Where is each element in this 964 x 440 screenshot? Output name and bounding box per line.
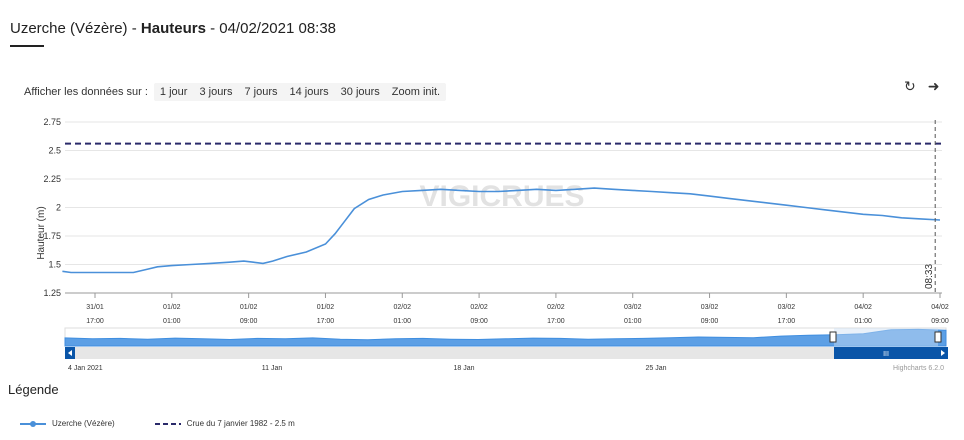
x-tick-date-9: 03/02 [778,304,796,311]
x-tick-time-0: 17:00 [86,318,104,325]
range-button-1-day[interactable]: 1 jour [159,86,188,98]
x-tick-date-4: 02/02 [394,304,412,311]
highcharts-credit: Highcharts 6.2.0 [893,365,944,372]
navigator-handle-right [934,331,942,343]
legend-threshold-symbol [154,422,181,425]
title-separator: - [127,20,141,37]
range-button-7-days[interactable]: 7 jours [244,86,278,98]
station-name: Uzerche (Vézère) [10,20,128,37]
navigator-label-1: 11 Jan [262,365,283,372]
range-selector-buttons: 1 jour 3 jours 7 jours 14 jours 30 jours… [153,83,447,101]
navigator-scrollbar-thumb [834,347,938,359]
y-tick-label-2: 1.75 [43,231,61,241]
zoom-reset-button[interactable]: Zoom init. [391,86,441,98]
x-tick-time-10: 01:00 [854,318,872,325]
x-tick-date-1: 01/02 [163,304,181,311]
series-line-uzerche [62,187,941,274]
x-tick-time-1: 01:00 [163,318,181,325]
y-tick-label-1: 1.5 [48,260,61,270]
y-tick-label-0: 1.25 [43,288,61,298]
x-tick-date-7: 03/02 [624,304,642,311]
grid-lines [65,121,942,298]
navigator-label-0: 4 Jan 2021 [68,365,103,372]
legend: Uzerche (Vézère) Crue du 7 janvier 1982 … [20,419,335,428]
legend-title: Légende [8,382,59,397]
range-button-3-days[interactable]: 3 jours [199,86,233,98]
navigator-right-arrow-icon [941,350,945,356]
legend-item-crue-1982[interactable]: Crue du 7 janvier 1982 - 2.5 m [154,419,295,428]
y-tick-label-6: 2.75 [43,117,61,127]
series-uzerche [62,187,941,274]
legend-series-symbol [20,420,46,427]
range-selector-label: Afficher les données sur : [24,86,148,98]
navigator-left-arrow-icon [68,350,72,356]
navigator-series-area [64,328,947,347]
cursor-time-label: 08:33 [924,264,935,289]
legend-label-crue-1982: Crue du 7 janvier 1982 - 2.5 m [186,419,295,428]
title-datetime: - 04/02/2021 08:38 [205,20,337,37]
metric-name: Hauteurs [140,20,206,37]
vigicrues-watermark: VIGICRUES [419,180,584,213]
x-tick-time-9: 17:00 [778,318,796,325]
x-tick-date-8: 03/02 [701,304,719,311]
navigator-scrollbar-grip: III [883,351,889,358]
x-tick-time-3: 17:00 [317,318,335,325]
x-tick-time-5: 09:00 [470,318,488,325]
x-tick-date-11: 04/02 [931,304,949,311]
y-axis-label: Hauteur (m) [36,206,47,259]
x-axis-ticks: 31/01 17:00 01/02 01:00 01/02 09:00 01/02 17:00… [86,304,949,325]
navigator-handle-left [829,331,837,343]
x-tick-time-2: 09:00 [240,318,258,325]
y-tick-label-4: 2.25 [43,174,61,184]
x-tick-date-2: 01/02 [240,304,258,311]
x-tick-time-8: 09:00 [701,318,719,325]
current-time-cursor: 08:33 [924,120,936,293]
y-tick-label-5: 2.5 [48,146,61,156]
navigator-scrollbar-track [65,347,946,359]
navigator-selection [834,328,938,346]
x-tick-date-3: 01/02 [317,304,335,311]
page-title: Uzerche (Vézère) - Hauteurs - 04/02/2021… [10,20,336,37]
chart-tools: ↻ ➜ [904,78,939,95]
x-tick-time-6: 17:00 [547,318,565,325]
y-axis-ticks: 1.25 1.5 1.75 2 2.25 2.5 2.75 [43,117,61,298]
hauteur-chart: VIGICRUES 1.25 1.5 1.75 2 2.25 2.5 2.75 Hauteu… [36,117,949,372]
navigator-label-2: 18 Jan [453,365,474,372]
x-tick-time-11: 09:00 [931,318,949,325]
x-tick-date-6: 02/02 [547,304,565,311]
x-tick-date-5: 02/02 [470,304,488,311]
legend-item-uzerche[interactable]: Uzerche (Vézère) [20,419,115,428]
range-button-14-days[interactable]: 14 jours [289,86,329,98]
range-selector: Afficher les données sur : 1 jour 3 jour… [24,83,447,101]
share-arrow-icon[interactable]: ➜ [927,78,940,94]
x-tick-date-10: 04/02 [854,304,872,311]
title-underline [10,45,44,47]
navigator[interactable]: III 4 Jan 2021 11 Jan 18 Jan 25 Jan Highchart… [64,327,948,372]
x-tick-time-4: 01:00 [394,318,412,325]
range-button-30-days[interactable]: 30 jours [340,86,380,98]
refresh-icon[interactable]: ↻ [904,78,916,94]
navigator-label-3: 25 Jan [645,365,666,372]
y-tick-label-3: 2 [56,203,61,213]
x-tick-date-0: 31/01 [86,304,104,311]
legend-label-uzerche: Uzerche (Vézère) [52,419,115,428]
x-tick-time-7: 01:00 [624,318,642,325]
